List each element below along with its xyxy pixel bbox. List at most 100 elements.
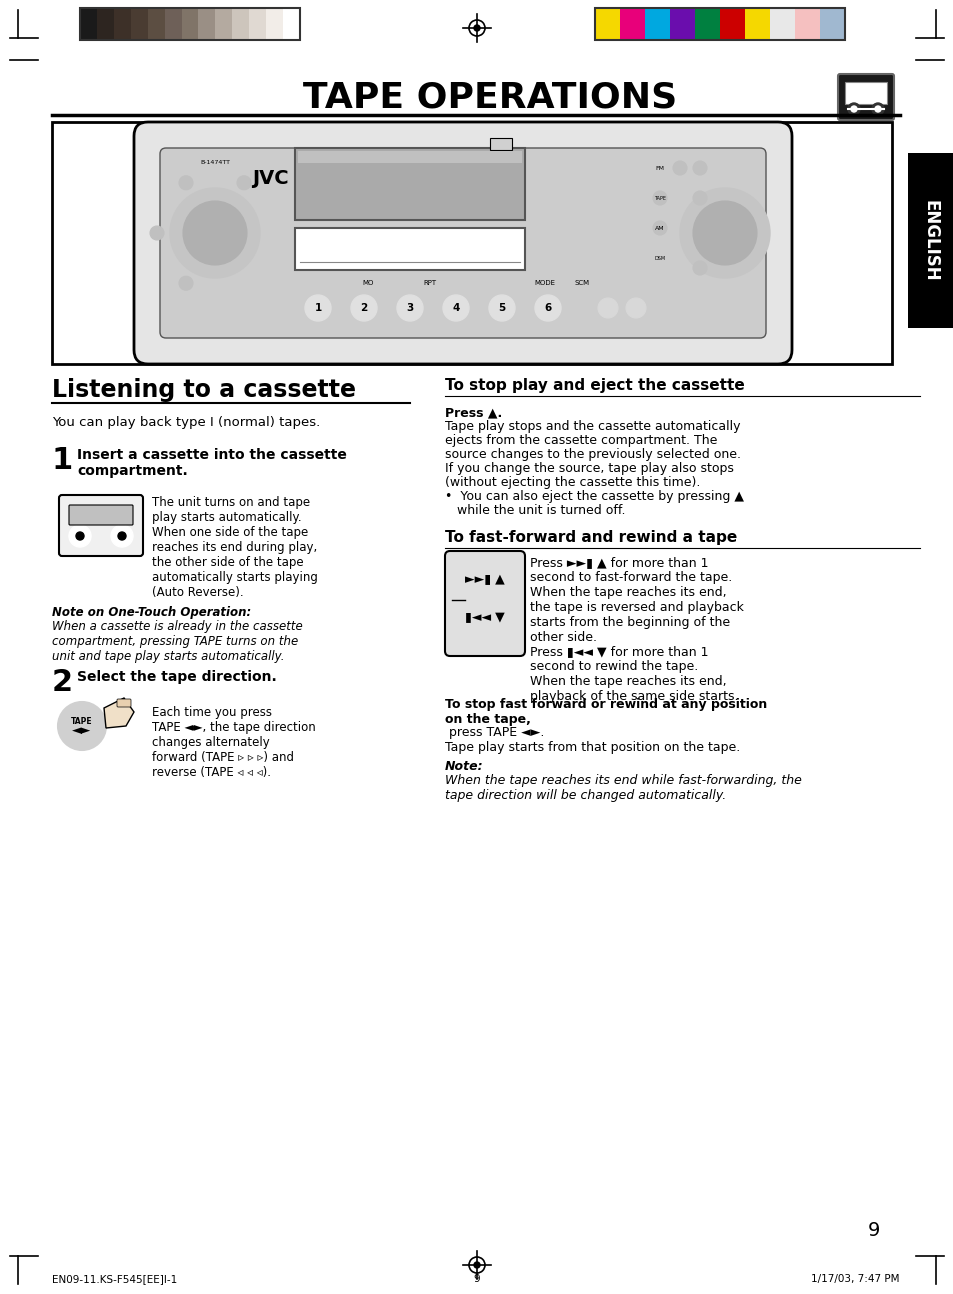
Text: When the tape reaches its end while fast-forwarding, the
tape direction will be : When the tape reaches its end while fast… <box>444 774 801 802</box>
Circle shape <box>305 295 331 321</box>
Text: To stop fast forward or rewind at any position
on the tape,: To stop fast forward or rewind at any po… <box>444 697 766 726</box>
Text: 3: 3 <box>406 303 414 313</box>
Bar <box>266 8 283 40</box>
Circle shape <box>474 1262 479 1268</box>
Circle shape <box>625 298 645 318</box>
Text: Listening to a cassette: Listening to a cassette <box>52 378 355 402</box>
Circle shape <box>652 221 666 236</box>
Bar <box>181 8 199 40</box>
Circle shape <box>236 176 251 190</box>
Text: 5: 5 <box>497 303 505 313</box>
Text: 9: 9 <box>866 1220 879 1240</box>
Text: ◄►: ◄► <box>72 725 91 738</box>
Text: EN09-11.KS-F545[EE]I-1: EN09-11.KS-F545[EE]I-1 <box>52 1275 177 1284</box>
Bar <box>233 8 250 40</box>
Circle shape <box>692 261 706 276</box>
Bar <box>907 153 953 327</box>
Text: Each time you press
TAPE ◄►, the tape direction
changes alternately
forward (TAP: Each time you press TAPE ◄►, the tape di… <box>152 707 315 779</box>
FancyBboxPatch shape <box>444 551 524 656</box>
Text: TAPE: TAPE <box>654 195 665 201</box>
Bar <box>695 8 720 40</box>
FancyBboxPatch shape <box>117 699 131 707</box>
Bar <box>283 8 300 40</box>
Circle shape <box>692 192 706 204</box>
Bar <box>669 8 695 40</box>
Text: Note on One-Touch Operation:: Note on One-Touch Operation: <box>52 606 251 619</box>
Text: Note:: Note: <box>444 760 483 773</box>
Bar <box>294 148 524 220</box>
Text: Press ►►▮ ▲ for more than 1
second to fast-forward the tape.
When the tape reach: Press ►►▮ ▲ for more than 1 second to fa… <box>530 556 743 644</box>
Bar <box>794 8 820 40</box>
Circle shape <box>58 703 106 751</box>
Bar <box>97 8 114 40</box>
Circle shape <box>692 160 706 175</box>
Bar <box>198 8 215 40</box>
Text: ▮◄◄ ▼: ▮◄◄ ▼ <box>465 612 504 625</box>
Bar <box>165 8 182 40</box>
Text: 4: 4 <box>452 303 459 313</box>
Text: (without ejecting the cassette this time).: (without ejecting the cassette this time… <box>444 476 700 489</box>
Bar <box>249 8 267 40</box>
Circle shape <box>396 295 422 321</box>
Text: AM: AM <box>655 225 664 230</box>
Circle shape <box>179 176 193 190</box>
Text: 1: 1 <box>314 303 321 313</box>
Bar <box>80 8 299 40</box>
Circle shape <box>179 276 193 290</box>
Text: Press ▮◄◄ ▼ for more than 1
second to rewind the tape.
When the tape reaches its: Press ▮◄◄ ▼ for more than 1 second to re… <box>530 644 738 703</box>
Text: TAPE: TAPE <box>71 717 92 726</box>
Circle shape <box>69 525 91 547</box>
Circle shape <box>874 106 880 113</box>
Text: Insert a cassette into the cassette
compartment.: Insert a cassette into the cassette comp… <box>77 448 347 479</box>
Circle shape <box>598 298 618 318</box>
Bar <box>80 8 97 40</box>
Bar <box>294 228 524 270</box>
FancyBboxPatch shape <box>59 496 143 556</box>
FancyBboxPatch shape <box>160 148 765 338</box>
Bar <box>158 352 787 360</box>
Text: 2: 2 <box>52 668 73 697</box>
Text: 1/17/03, 7:47 PM: 1/17/03, 7:47 PM <box>811 1275 899 1284</box>
Text: 9: 9 <box>474 1275 479 1284</box>
Text: Press ▲.: Press ▲. <box>444 406 501 419</box>
Circle shape <box>535 295 560 321</box>
Text: RPT: RPT <box>423 280 436 286</box>
Circle shape <box>76 532 84 540</box>
Bar <box>844 82 886 104</box>
Text: 2: 2 <box>360 303 367 313</box>
Text: To fast-forward and rewind a tape: To fast-forward and rewind a tape <box>444 531 737 545</box>
Bar <box>490 138 512 150</box>
FancyBboxPatch shape <box>69 505 132 525</box>
Text: FM: FM <box>655 166 664 171</box>
Text: TAPE OPERATIONS: TAPE OPERATIONS <box>302 80 677 114</box>
Circle shape <box>183 201 247 265</box>
Circle shape <box>118 532 126 540</box>
Text: JVC: JVC <box>252 168 288 188</box>
FancyBboxPatch shape <box>837 74 893 120</box>
Text: press TAPE ◄►.
Tape play starts from that position on the tape.: press TAPE ◄►. Tape play starts from tha… <box>444 726 740 754</box>
Text: 1: 1 <box>52 446 73 475</box>
Polygon shape <box>104 697 133 729</box>
Circle shape <box>652 192 666 204</box>
Bar <box>744 8 770 40</box>
Bar <box>720 8 744 40</box>
Text: Tape play stops and the cassette automatically: Tape play stops and the cassette automat… <box>444 421 740 433</box>
Bar <box>113 8 132 40</box>
Circle shape <box>351 295 376 321</box>
Text: The unit turns on and tape
play starts automatically.
When one side of the tape
: The unit turns on and tape play starts a… <box>152 496 317 599</box>
Circle shape <box>474 25 479 31</box>
Circle shape <box>111 525 132 547</box>
Circle shape <box>692 201 757 265</box>
Circle shape <box>442 295 469 321</box>
Bar <box>297 151 521 163</box>
Bar <box>52 122 891 364</box>
Bar <box>595 8 619 40</box>
Bar <box>595 8 844 40</box>
Text: To stop play and eject the cassette: To stop play and eject the cassette <box>444 378 744 393</box>
Text: ENGLISH: ENGLISH <box>921 199 939 281</box>
FancyBboxPatch shape <box>133 122 791 364</box>
Bar <box>619 8 645 40</box>
Text: MO: MO <box>362 280 374 286</box>
Circle shape <box>672 160 686 175</box>
Text: DSM: DSM <box>654 255 665 260</box>
